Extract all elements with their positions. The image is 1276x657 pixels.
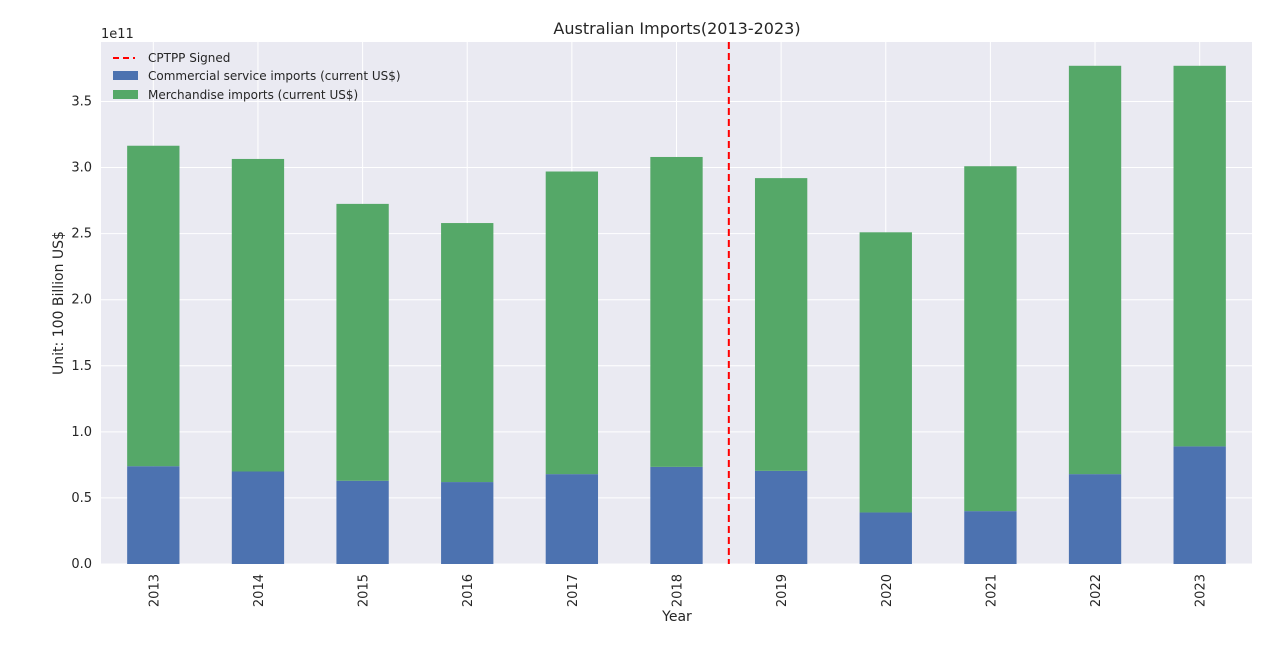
bar-merchandise-2021 xyxy=(964,166,1017,512)
legend-label-service: Commercial service imports (current US$) xyxy=(148,69,401,83)
bar-merchandise-2013 xyxy=(127,145,180,467)
bar-merchandise-2020 xyxy=(859,232,912,513)
x-tick-label: 2015 xyxy=(357,574,372,607)
y-axis-label: Unit: 100 Billion US$ xyxy=(51,231,67,375)
x-tick-labels: 2013 2014 2015 2016 2017 2018 2019 2020 2021 2022… xyxy=(147,574,1208,607)
x-tick-label: 2021 xyxy=(984,574,999,607)
y-tick-label: 0.0 xyxy=(71,557,92,572)
bar-service-2020 xyxy=(859,512,912,564)
bars xyxy=(127,65,1226,564)
bar-merchandise-2016 xyxy=(441,223,494,483)
bar-service-2021 xyxy=(964,511,1017,564)
bar-service-2019 xyxy=(754,470,808,564)
legend-label-marker: CPTPP Signed xyxy=(148,51,230,65)
bar-merchandise-2019 xyxy=(754,178,808,471)
bar-service-2023 xyxy=(1173,446,1226,564)
legend-swatch-merchandise xyxy=(113,90,138,99)
chart-title: Australian Imports(2013-2023) xyxy=(553,19,800,38)
legend-swatch-service xyxy=(113,71,138,80)
bar-merchandise-2014 xyxy=(231,158,285,472)
y-offset-label: 1e11 xyxy=(101,27,134,42)
bar-merchandise-2015 xyxy=(336,203,389,481)
y-tick-labels: 0.0 0.5 1.0 1.5 2.0 2.5 3.0 3.5 xyxy=(71,94,92,572)
bar-merchandise-2018 xyxy=(650,156,703,467)
y-tick-label: 1.5 xyxy=(71,359,92,374)
bar-service-2022 xyxy=(1068,474,1122,564)
x-tick-label: 2022 xyxy=(1089,574,1104,607)
bar-service-2017 xyxy=(545,474,599,564)
x-tick-label: 2020 xyxy=(880,574,895,607)
x-tick-label: 2017 xyxy=(566,574,581,607)
bar-service-2018 xyxy=(650,466,703,564)
y-tick-label: 1.0 xyxy=(71,425,92,440)
bar-merchandise-2017 xyxy=(545,171,599,475)
x-tick-label: 2023 xyxy=(1194,574,1209,607)
y-tick-label: 0.5 xyxy=(71,491,92,506)
y-tick-label: 2.0 xyxy=(71,293,92,308)
bar-service-2015 xyxy=(336,480,389,564)
y-tick-label: 2.5 xyxy=(71,227,92,242)
bar-service-2013 xyxy=(127,466,180,564)
legend: CPTPP Signed Commercial service imports … xyxy=(113,51,401,102)
x-tick-label: 2013 xyxy=(147,574,162,607)
bar-service-2014 xyxy=(231,471,285,564)
bar-service-2016 xyxy=(441,482,494,564)
x-tick-label: 2019 xyxy=(775,574,790,607)
legend-label-merchandise: Merchandise imports (current US$) xyxy=(148,88,358,102)
bar-merchandise-2022 xyxy=(1068,65,1122,475)
y-tick-label: 3.0 xyxy=(71,161,92,176)
bar-merchandise-2023 xyxy=(1173,65,1226,447)
x-axis-label: Year xyxy=(661,609,692,625)
x-tick-label: 2016 xyxy=(461,574,476,607)
x-tick-label: 2014 xyxy=(252,574,267,607)
x-tick-label: 2018 xyxy=(671,574,686,607)
y-tick-label: 3.5 xyxy=(71,94,92,109)
